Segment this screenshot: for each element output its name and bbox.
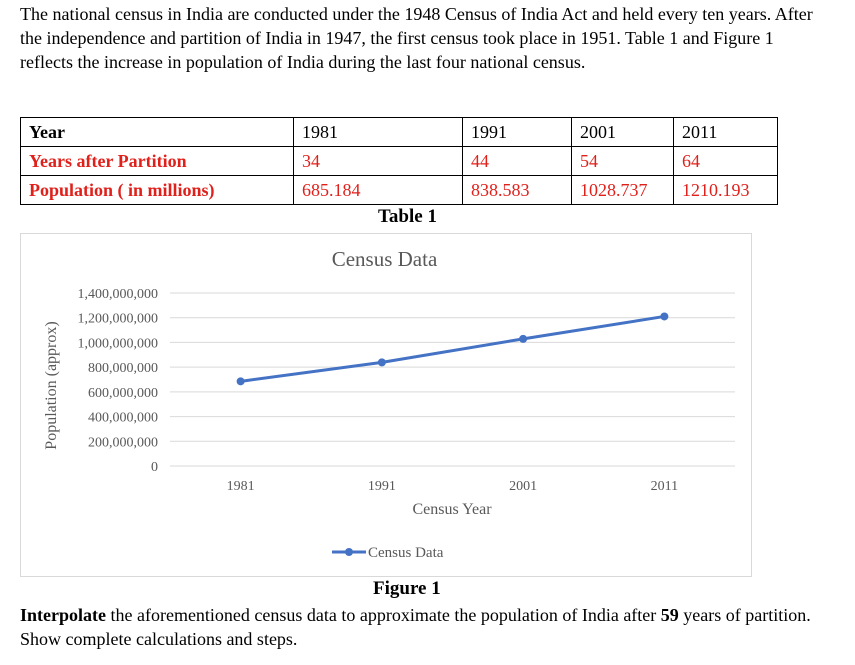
question-text-2: years of partition. Show complete calcul…: [20, 605, 811, 649]
census-table: Year 1981 1991 2001 2011 Years after Par…: [20, 117, 778, 205]
y-tick-label: 1,200,000,000: [78, 312, 159, 327]
row-label-population: Population ( in millions): [20, 175, 294, 205]
y-tick-label: 200,000,000: [88, 435, 158, 450]
y-tick-label: 600,000,000: [88, 386, 158, 401]
data-point: [519, 334, 528, 343]
data-point: [377, 358, 386, 367]
data-point: [660, 312, 669, 321]
table-cell: 2001: [571, 117, 674, 147]
row-label-years-after-partition: Years after Partition: [20, 146, 294, 176]
x-tick-label: 2001: [509, 479, 537, 494]
table-caption: Table 1: [378, 206, 437, 227]
table-cell: 1981: [293, 117, 463, 147]
x-tick-label: 2011: [651, 479, 678, 494]
y-tick-label: 0: [151, 460, 158, 475]
y-tick-label: 400,000,000: [88, 411, 158, 426]
table-cell: 2011: [673, 117, 778, 147]
x-tick-label: 1991: [368, 479, 396, 494]
table-row-years-after-partition: Years after Partition 34 44 54 64: [20, 146, 778, 176]
chart-frame: [20, 233, 752, 577]
table-cell: 1210.193: [673, 175, 778, 205]
table-cell: 838.583: [462, 175, 572, 205]
chart-title: Census Data: [332, 247, 438, 271]
x-axis-label: Census Year: [412, 501, 492, 518]
question-bold-word: Interpolate: [20, 605, 106, 625]
question-years: 59: [660, 605, 679, 625]
question-paragraph: Interpolate the aforementioned census da…: [20, 603, 835, 651]
figure-caption: Figure 1: [373, 578, 441, 599]
intro-paragraph: The national census in India are conduct…: [20, 4, 813, 72]
legend-label: Census Data: [368, 545, 444, 561]
table-cell: 34: [293, 146, 463, 176]
table-cell: 685.184: [293, 175, 463, 205]
y-tick-label: 800,000,000: [88, 361, 158, 376]
table-row-population: Population ( in millions) 685.184 838.58…: [20, 175, 778, 205]
row-label-year: Year: [20, 117, 294, 147]
question-text-1: the aforementioned census data to approx…: [105, 605, 661, 625]
y-axis-label: Population (approx): [43, 321, 60, 449]
y-tick-label: 1,400,000,000: [78, 287, 159, 302]
data-point: [236, 377, 245, 386]
y-tick-label: 1,000,000,000: [78, 336, 159, 351]
table-row-year: Year 1981 1991 2001 2011: [20, 117, 778, 147]
series-line: [240, 314, 665, 383]
legend-marker: [345, 548, 353, 556]
x-tick-label: 1981: [227, 479, 255, 494]
